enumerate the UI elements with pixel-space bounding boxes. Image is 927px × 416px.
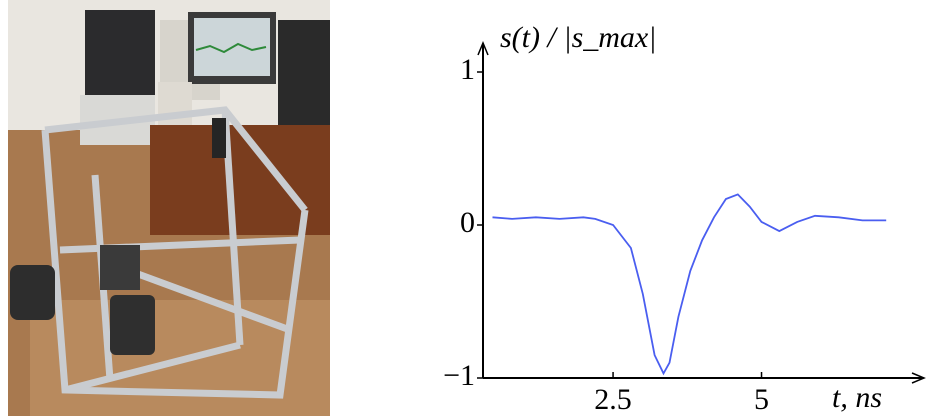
setup-photo	[8, 0, 330, 416]
y-tick-label: −1	[443, 359, 475, 392]
chart: s(t) / |s_max| t, ns −1 0 1 2.5 5	[443, 21, 924, 416]
figure: s(t) / |s_max| t, ns −1 0 1 2.5 5	[0, 0, 927, 416]
y-tick-label: 0	[460, 206, 475, 239]
y-axis-label: s(t) / |s_max|	[500, 21, 656, 54]
x-tick-label: 2.5	[594, 383, 632, 416]
x-axis-label: t, ns	[832, 381, 882, 414]
figure-canvas: s(t) / |s_max| t, ns −1 0 1 2.5 5	[0, 0, 927, 416]
y-tick-label: 1	[460, 53, 475, 86]
x-tick-label: 5	[754, 383, 769, 416]
signal-line	[493, 194, 887, 373]
